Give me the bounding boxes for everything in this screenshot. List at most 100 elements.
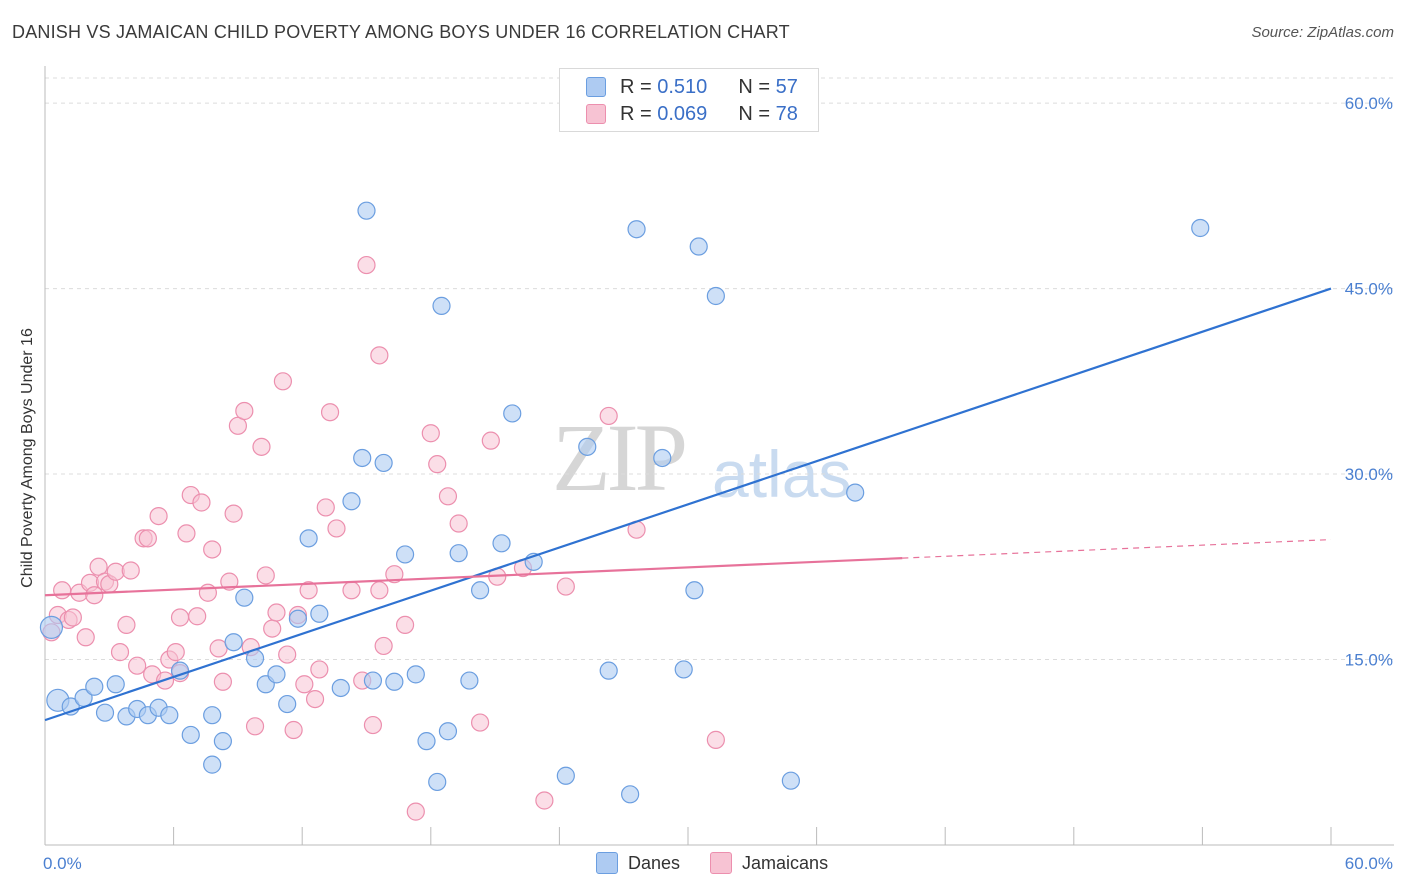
danes-point (160, 706, 179, 725)
danes-points (39, 201, 1210, 804)
jamaicans-point (370, 346, 389, 365)
jamaicans-point (428, 455, 447, 474)
jamaicans-point (305, 689, 325, 709)
danes-point (395, 545, 415, 564)
jamaicans-point (295, 675, 314, 694)
danes-point (428, 772, 447, 792)
legend-r-value: 0.510 (657, 75, 708, 98)
jamaicans-point (192, 493, 211, 512)
jamaicans-point (53, 581, 72, 600)
legend-r-label: R = (620, 102, 652, 125)
danes-point (213, 732, 232, 751)
jamaicans-point (117, 615, 136, 635)
jamaicans-point (395, 615, 415, 635)
danes-point (224, 633, 243, 652)
jamaicans-point (449, 514, 468, 533)
jamaicans-point (299, 581, 318, 600)
axes (44, 66, 1394, 846)
jamaicans-point (267, 603, 286, 622)
jamaicans-point (128, 656, 147, 675)
tick-labels: 15.0% 30.0% 45.0% 60.0% 0.0% 60.0% (43, 94, 1393, 873)
danes-point (106, 675, 125, 694)
y-tick-label: 30.0% (1345, 465, 1393, 484)
legend-swatch-jamaicans (586, 104, 606, 124)
jamaicans-point (310, 660, 329, 679)
legend-swatch-jamaicans (710, 852, 733, 874)
jamaicans-point (198, 583, 217, 602)
jamaicans-point (385, 565, 404, 584)
jamaicans-point (138, 529, 157, 548)
danes-point (374, 453, 393, 473)
jamaicans-point (224, 504, 243, 523)
jamaicans-point (556, 577, 575, 596)
jamaicans-point (481, 431, 500, 450)
legend-n-label: N = (738, 75, 771, 98)
jamaicans-point (327, 519, 346, 538)
jamaicans-point (63, 608, 82, 627)
legend-item-danes[interactable]: Danes (596, 852, 680, 874)
jamaicans-point (342, 581, 361, 600)
danes-point (685, 581, 704, 600)
jamaicans-point (170, 608, 190, 627)
trend-lines (44, 287, 1332, 722)
chart-title: DANISH VS JAMAICAN CHILD POVERTY AMONG B… (12, 22, 790, 42)
danes-point (203, 755, 222, 774)
jamaicans-point (188, 607, 207, 626)
danes-point (203, 706, 222, 725)
legend-row-jamaicans: R = 0.069 N = 78 (586, 103, 798, 125)
grid-lines (45, 77, 1394, 661)
legend-label-danes: Danes (628, 852, 681, 873)
danes-point (278, 694, 297, 714)
jamaicans-point (406, 802, 425, 821)
jamaicans-point (235, 401, 254, 421)
legend-item-jamaicans[interactable]: Jamaicans (710, 852, 828, 874)
x-tick-label: 60.0% (1345, 854, 1393, 873)
jamaicans-point (256, 566, 275, 585)
jamaicans-point (374, 636, 393, 656)
danes-point (556, 766, 575, 785)
danes-point (706, 286, 725, 306)
danes-point (406, 665, 425, 684)
danes-point (357, 201, 376, 220)
jamaicans-point (320, 403, 340, 422)
danes-point (432, 296, 451, 315)
danes-point (846, 483, 865, 502)
jamaicans-point (316, 498, 335, 517)
legend-swatch-danes (596, 852, 618, 874)
jamaicans-point (252, 437, 271, 456)
legend-n-label: N = (738, 102, 771, 125)
danes-point (627, 220, 646, 239)
jamaicans-point (110, 643, 130, 662)
danes-point (299, 529, 318, 548)
danes-point (85, 677, 104, 696)
jamaicans-point (106, 562, 125, 581)
danes-point (492, 534, 511, 553)
jamaicans-point (273, 372, 293, 391)
danes-point (438, 722, 458, 741)
jamaicans-trend-line (44, 557, 903, 597)
series-legend: Danes Jamaicans (596, 852, 858, 874)
jamaicans-point (213, 672, 232, 691)
jamaicans-point (263, 619, 282, 638)
y-tick-label: 45.0% (1345, 280, 1393, 299)
legend-n-value: 57 (775, 75, 798, 98)
jamaicans-point (284, 720, 303, 740)
legend-label-jamaicans: Jamaicans (742, 852, 829, 873)
danes-point (1191, 218, 1210, 238)
danes-point (235, 588, 254, 607)
legend-n-value: 78 (775, 102, 798, 125)
legend-swatch-danes (586, 77, 606, 97)
danes-point (342, 492, 361, 511)
jamaicans-point (76, 628, 95, 647)
jamaicans-point (470, 713, 490, 732)
jamaicans-point (220, 572, 239, 591)
danes-point (363, 671, 383, 690)
legend-r-value: 0.069 (657, 102, 708, 125)
danes-point (470, 581, 490, 600)
danes-point (310, 604, 329, 623)
danes-point (689, 237, 708, 256)
danes-point (353, 448, 372, 468)
jamaicans-point (85, 586, 104, 605)
jamaicans-point (706, 730, 725, 749)
